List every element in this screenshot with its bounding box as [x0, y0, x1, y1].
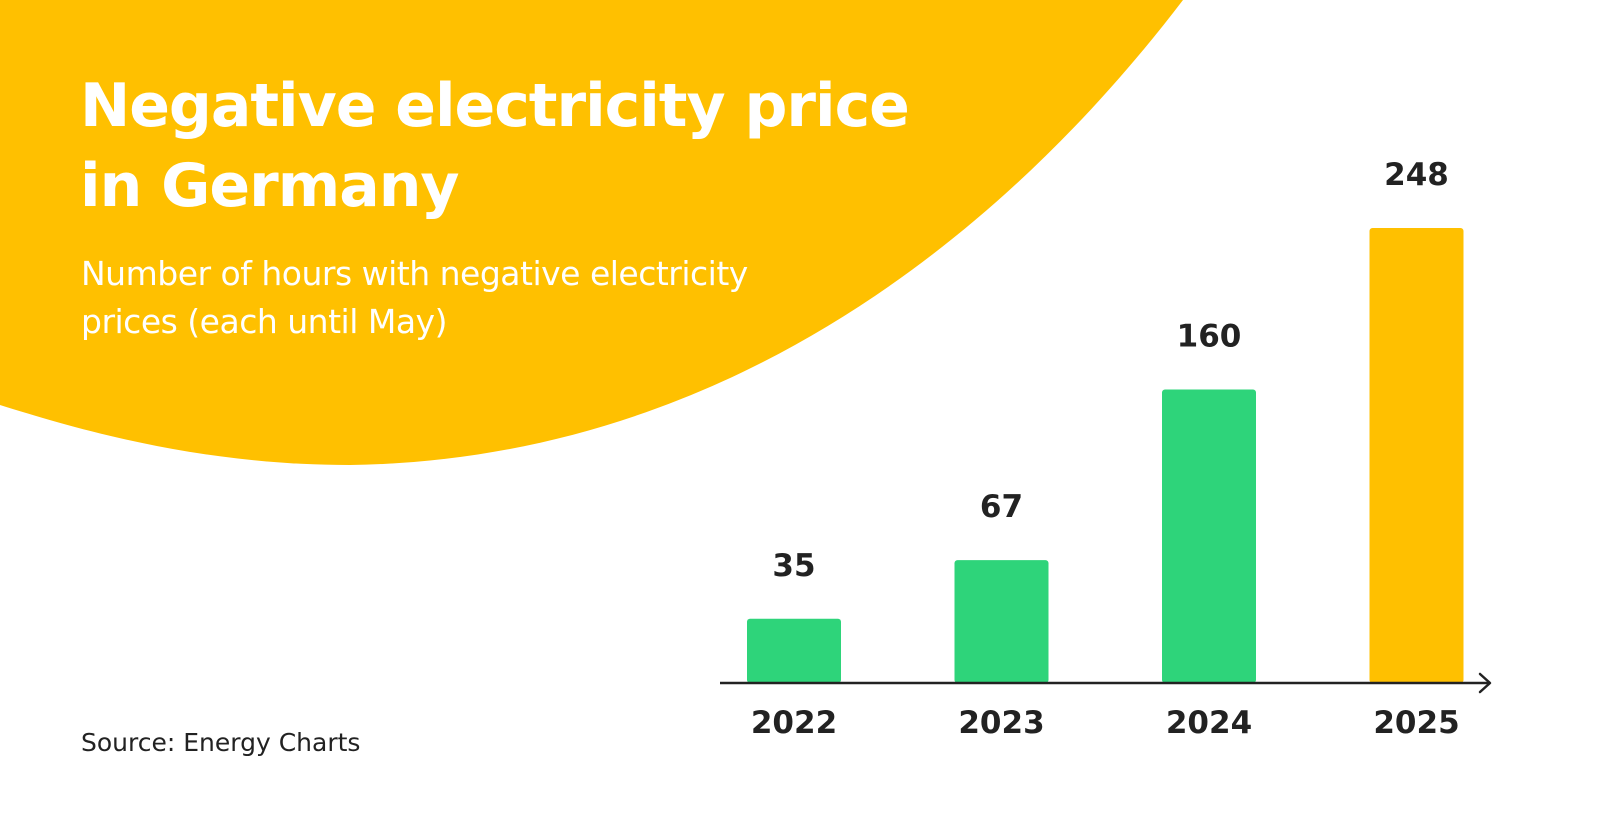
source-note: Source: Energy Charts: [81, 728, 361, 757]
bar-group: 35 67 160 248: [747, 157, 1464, 683]
bar-2024: [1162, 389, 1256, 683]
data-label-2022: 35: [772, 548, 815, 584]
data-label-2023: 67: [980, 489, 1023, 525]
bar-2025: [1369, 228, 1464, 683]
bar-2022: [747, 618, 841, 683]
tick-label-2024: 2024: [1166, 705, 1252, 741]
page-title: Negative electricity price in Germany: [80, 66, 980, 226]
yellow-curved-shape: [0, 0, 1183, 465]
x-axis: 2022 2023 2024 2025: [720, 672, 1492, 741]
tick-label-2023: 2023: [958, 705, 1044, 741]
page-subtitle: Number of hours with negative electricit…: [81, 250, 881, 346]
subtitle-line-1: Number of hours with negative electricit…: [81, 254, 748, 293]
data-label-2024: 160: [1177, 318, 1242, 354]
title-line-2: in Germany: [80, 151, 460, 221]
subtitle-line-2: prices (each until May): [81, 302, 447, 341]
tick-label-2022: 2022: [751, 705, 837, 741]
title-line-1: Negative electricity price: [80, 71, 910, 141]
bar-2023: [954, 560, 1049, 683]
data-label-2025: 248: [1384, 157, 1449, 193]
tick-label-2025: 2025: [1373, 705, 1459, 741]
x-axis-arrow-icon: [1478, 672, 1492, 694]
